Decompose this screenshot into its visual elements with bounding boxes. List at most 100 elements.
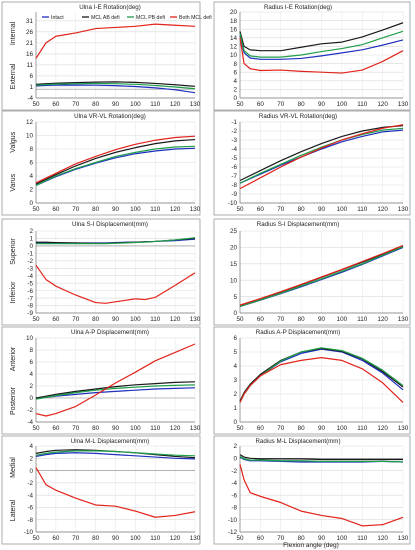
x-tick-label: 70 <box>277 316 285 323</box>
y-tick-label: 10 <box>26 133 34 140</box>
legend-label: MCL AB defi <box>91 15 120 21</box>
y-tick-label: -4 <box>27 419 33 426</box>
y-tick-label: -7 <box>27 295 33 302</box>
series-line-mcl-ab-defi <box>35 138 196 185</box>
x-tick-label: 120 <box>377 206 388 213</box>
y-tick-label: 12 <box>230 44 238 51</box>
panel-title: Ulna S-I Displacement(mm) <box>72 221 148 228</box>
y-tick-label: -2 <box>231 468 237 475</box>
y-tick-label: 26 <box>26 29 34 36</box>
x-tick-label: 130 <box>398 206 409 213</box>
y-tick-label: 0 <box>29 243 33 250</box>
y-tick-label: 6 <box>233 335 237 342</box>
x-tick-label: 80 <box>298 316 306 323</box>
y-tick-label: -6 <box>27 505 33 512</box>
x-tick-label: 50 <box>236 425 244 432</box>
y-tick-label: 5 <box>233 349 237 356</box>
panel-title: Ulna I-E Rotation(deg) <box>79 4 141 11</box>
x-tick-label: 80 <box>298 535 306 542</box>
x-tick-label: 100 <box>337 316 348 323</box>
side-label-upper: Superior <box>10 238 17 265</box>
y-tick-label: 18 <box>230 18 238 25</box>
series-line-both-mcl-defi <box>239 244 404 306</box>
y-tick-label: 4 <box>29 443 33 450</box>
x-tick-label: 50 <box>32 101 40 108</box>
x-tick-label: 130 <box>190 425 201 432</box>
x-tick-label: 90 <box>112 206 120 213</box>
panel-frame <box>213 1 411 111</box>
x-tick-label: 60 <box>52 535 60 542</box>
x-tick-label: 80 <box>92 535 100 542</box>
legend-label: Both MCL defi <box>179 15 212 21</box>
panel-9: -10 -8 -6 -4 -2 0 2 4 50 60 70 80 90 100 110 120 130 Ulna… <box>1 435 201 545</box>
x-tick-label: 90 <box>318 206 326 213</box>
y-tick-label: 15 <box>230 261 238 268</box>
y-tick-label: 4 <box>233 363 237 370</box>
x-tick-label: 90 <box>112 425 120 432</box>
x-tick-label: 100 <box>337 101 348 108</box>
y-tick-label: 0 <box>233 419 237 426</box>
x-tick-label: 100 <box>337 425 348 432</box>
x-tick-label: 120 <box>377 101 388 108</box>
y-tick-label: -2 <box>27 480 33 487</box>
x-tick-label: 110 <box>357 316 368 323</box>
y-tick-label: 12 <box>26 119 34 126</box>
y-tick-label: -8 <box>27 517 33 524</box>
x-tick-label: 110 <box>357 425 368 432</box>
y-tick-label: 0 <box>233 95 237 102</box>
x-tick-label: 70 <box>72 206 80 213</box>
y-tick-label: -3 <box>231 137 237 144</box>
x-tick-label: 130 <box>190 535 201 542</box>
x-tick-label: 120 <box>170 425 181 432</box>
x-tick-label: 80 <box>298 425 306 432</box>
x-tick-label: 90 <box>112 101 120 108</box>
x-tick-label: 70 <box>72 316 80 323</box>
y-tick-label: -3 <box>27 265 33 272</box>
panel-frame <box>213 110 411 216</box>
y-tick-label: -10 <box>228 517 238 524</box>
series-line-both-mcl-defi <box>239 357 404 403</box>
x-tick-label: 50 <box>236 101 244 108</box>
y-tick-label: 4 <box>233 78 237 85</box>
side-label-lower: Varus <box>10 173 17 191</box>
y-tick-label: -12 <box>228 529 238 536</box>
x-tick-label: 80 <box>298 101 306 108</box>
x-tick-label: 70 <box>277 535 285 542</box>
y-tick-label: 10 <box>230 52 238 59</box>
y-tick-label: -4 <box>231 480 237 487</box>
x-tick-label: 50 <box>236 535 244 542</box>
y-tick-label: 0 <box>29 200 33 207</box>
x-tick-label: 110 <box>150 535 161 542</box>
y-tick-label: -1 <box>27 251 33 258</box>
y-tick-label: 6 <box>233 69 237 76</box>
series-line-mcl-pb-defi <box>239 30 404 58</box>
series-line-mcl-pb-defi <box>35 145 196 186</box>
y-tick-label: 11 <box>26 62 33 69</box>
y-tick-label: 6 <box>29 160 33 167</box>
legend-label: MCL PB defi <box>136 15 165 21</box>
series-line-intact <box>239 35 404 60</box>
panel-frame <box>213 326 411 435</box>
y-tick-label: -5 <box>231 155 237 162</box>
x-tick-label: 130 <box>398 316 409 323</box>
panel-frame <box>1 218 201 326</box>
y-tick-label: 4 <box>29 173 33 180</box>
side-label-lower: Lateral <box>10 499 17 521</box>
x-axis-label: Flexion angle (deg) <box>283 542 339 549</box>
x-tick-label: 60 <box>257 316 265 323</box>
x-tick-label: 120 <box>377 316 388 323</box>
x-tick-label: 120 <box>170 101 181 108</box>
panel-title: Radius A-P Displacement(mm) <box>256 329 340 336</box>
x-tick-label: 60 <box>52 101 60 108</box>
series-line-mcl-ab-defi <box>239 22 404 52</box>
series-line-intact <box>35 84 196 94</box>
y-tick-label: -2 <box>231 128 237 135</box>
panel-frame <box>1 1 201 111</box>
x-tick-label: 50 <box>32 535 40 542</box>
panel-3: 0 2 4 6 8 10 12 50 60 70 80 90 100 110 120 130 Ulna VR-V… <box>1 110 201 216</box>
legend: Intact MCL AB defi MCL PB defi Both MCL def… <box>42 15 212 21</box>
y-tick-label: 2 <box>233 443 237 450</box>
